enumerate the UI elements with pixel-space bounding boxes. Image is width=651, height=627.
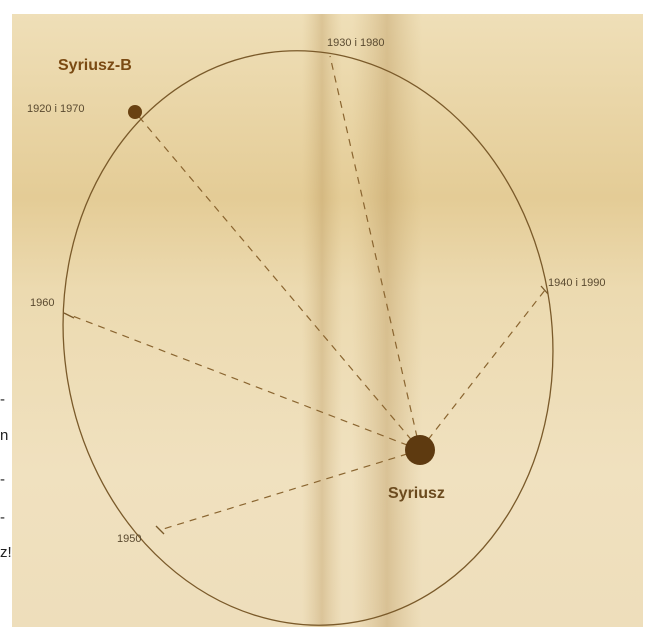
- line-to-1920: [134, 111, 421, 451]
- label-epoch-1930: 1930 i 1980: [327, 37, 385, 49]
- line-to-1960: [69, 314, 421, 451]
- label-epoch-1920: 1920 i 1970: [27, 103, 85, 115]
- side-text-fragment: z!: [0, 545, 12, 560]
- side-text-fragment: -: [0, 510, 5, 525]
- tick-1960: [63, 312, 75, 319]
- label-epoch-1960: 1960: [30, 297, 54, 309]
- tick-1950: [155, 525, 165, 535]
- line-to-1930: [329, 55, 421, 451]
- syriusz-b-dot: [128, 105, 142, 119]
- side-text-fragment: n: [0, 428, 9, 443]
- side-text-fragment: -: [0, 472, 5, 487]
- streak-right: [352, 14, 422, 627]
- label-syriusz-b: Syriusz-B: [58, 57, 132, 74]
- tick-1940: [540, 285, 549, 295]
- label-syriusz: Syriusz: [388, 485, 445, 502]
- line-to-1940: [419, 289, 546, 451]
- orbit-ellipse: [62, 50, 554, 626]
- label-epoch-1940: 1940 i 1990: [548, 277, 606, 289]
- line-to-1950: [159, 449, 421, 531]
- side-text-fragment: -: [0, 392, 5, 407]
- label-epoch-1950: 1950: [117, 533, 141, 545]
- syriusz-dot: [405, 435, 435, 465]
- streak-left: [302, 14, 342, 627]
- dashed-lines: [69, 55, 546, 531]
